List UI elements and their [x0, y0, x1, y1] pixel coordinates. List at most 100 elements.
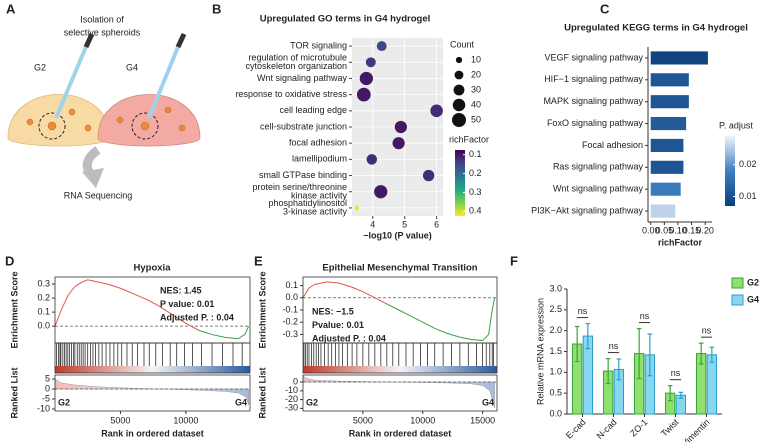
x-tick-label: 5000: [110, 415, 130, 425]
bar: [650, 51, 708, 65]
bubble: [359, 71, 374, 86]
bar: [650, 117, 687, 131]
x-tick-label: 15000: [470, 415, 495, 425]
bubble: [354, 205, 360, 211]
chart-title: Hypoxia: [134, 263, 172, 274]
y-tick-label: -10: [37, 403, 50, 413]
annotation: Pvalue: 0.01: [312, 320, 364, 330]
bubble: [374, 185, 388, 199]
y-tick-label: regulation of microtubule: [248, 52, 347, 62]
y-tick-label: MAPK signaling pathway: [543, 96, 643, 106]
spheroid: [47, 121, 57, 131]
y-tick-label: 0.1: [285, 280, 298, 290]
colorbar-title: P. adjust: [719, 120, 753, 130]
x-tick-label: N-cad: [595, 417, 619, 441]
spheroid: [84, 124, 92, 132]
bar: [650, 73, 689, 87]
y-tick-label: 0.5: [549, 388, 562, 398]
y-tick-label: protein serine/threonine: [252, 182, 347, 192]
y-tick-label: 2.5: [549, 304, 562, 314]
y-tick-label: -0.1: [282, 304, 298, 314]
y-axis-label: Ranked List: [257, 367, 267, 418]
bubble: [376, 41, 387, 52]
y-tick-label: 3.0: [549, 283, 562, 293]
legend-label: G2: [747, 277, 759, 287]
x-tick-label: Vimentin: [680, 417, 712, 442]
rank-heatmap: [303, 366, 497, 373]
colorbar-tick-label: 0.2: [469, 168, 482, 178]
annotation: NES: −1.5: [312, 306, 354, 316]
legend-swatch: [731, 277, 744, 289]
y-tick-label: 0: [45, 383, 50, 393]
size-legend-label: 10: [471, 54, 481, 64]
size-legend-marker: [455, 56, 463, 64]
spheroid: [140, 121, 150, 131]
x-tick-label: ZO-1: [628, 417, 650, 439]
bar: [650, 182, 681, 196]
size-legend-marker: [451, 112, 467, 128]
group-label: G4: [126, 62, 138, 72]
y-tick-label: cytoskeleton organization: [245, 61, 347, 71]
panel-letter: D: [5, 253, 14, 268]
bubble: [392, 137, 405, 150]
x-tick-label: 6: [434, 219, 439, 229]
panel-letter: E: [254, 253, 263, 268]
group-label: G2: [306, 397, 318, 407]
y-tick-label: 0.0: [285, 292, 298, 302]
pipette-cap: [175, 32, 187, 49]
bar: [650, 95, 689, 109]
y-axis-label: Relative mRNA expression: [535, 298, 545, 405]
y-tick-label: Wnt signaling pathway: [257, 73, 348, 83]
y-tick-label: -30: [285, 403, 298, 413]
spheroid: [178, 124, 186, 132]
colorbar-tick-label: 0.01: [739, 191, 757, 201]
y-tick-label: FoxO signaling pathway: [547, 118, 644, 128]
y-axis-label: Enrichment Score: [9, 271, 19, 348]
annotation: ns: [671, 368, 681, 378]
spheroids: [26, 106, 186, 132]
y-tick-label: -0.2: [282, 317, 298, 327]
frame: [54, 374, 251, 412]
colorbar: [725, 136, 735, 206]
y-tick-label: 2.0: [549, 325, 562, 335]
size-legend-label: 20: [471, 69, 481, 79]
y-tick-label: focal adhesion: [289, 138, 347, 148]
annotation: P value: 0.01: [160, 299, 214, 309]
bubble: [366, 154, 378, 165]
y-tick-label: cell leading edge: [279, 105, 347, 115]
x-tick-label: 5000: [353, 415, 373, 425]
y-tick-label: kinase activity: [291, 190, 348, 200]
arrow-head: [82, 168, 104, 188]
chart-title: Epithelial Mesenchymal Transition: [322, 263, 477, 274]
annotation: ns: [578, 306, 588, 316]
x-tick-label: 0.05: [656, 225, 674, 235]
x-tick-label: 5: [402, 219, 407, 229]
pipette: [54, 41, 90, 119]
group-label: G4: [482, 397, 494, 407]
frame: [302, 342, 498, 374]
y-tick-label: 0.0: [549, 408, 562, 418]
x-tick-label: 0.10: [669, 225, 687, 235]
bubble: [394, 120, 407, 134]
enrichment-curve: [54, 279, 250, 340]
frame: [54, 342, 251, 374]
frame: [54, 276, 251, 344]
colorbar-tick-label: 0.4: [469, 206, 482, 216]
pipette: [147, 41, 182, 119]
selection-circle: [38, 112, 66, 140]
colorbar: [455, 150, 465, 216]
panel-letter: C: [600, 1, 610, 16]
annotation: Adjusted P. : 0.04: [160, 312, 234, 322]
bar: [706, 354, 717, 415]
y-tick-label: response to oxidative stress: [235, 89, 347, 99]
legend-swatch: [731, 294, 744, 306]
ranked-area: [302, 375, 495, 409]
y-tick-label: HIF−1 signaling pathway: [544, 74, 643, 84]
colorbar-tick-label: 0.02: [739, 159, 757, 169]
dish: [97, 94, 201, 147]
step-label: RNA Sequencing: [64, 190, 133, 200]
y-axis-label: Enrichment Score: [257, 271, 267, 348]
y-tick-label: 0.0: [37, 321, 50, 331]
y-tick-label: PI3K−Akt signaling pathway: [531, 205, 643, 215]
size-legend-label: 40: [471, 99, 481, 109]
